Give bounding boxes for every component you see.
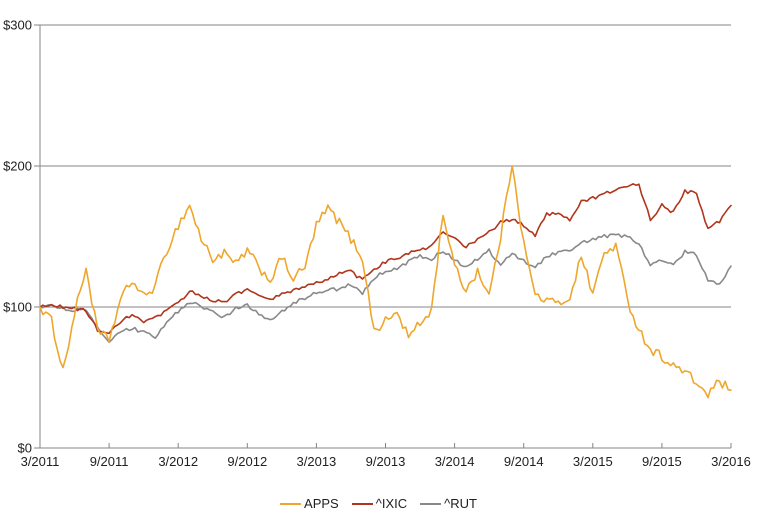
y-tick-label: $300 — [3, 18, 32, 33]
y-tick-label: $200 — [3, 159, 32, 174]
legend-item-rut: ^RUT — [420, 496, 477, 511]
x-tick-label: 3/2011 — [21, 454, 60, 469]
x-tick-label: 9/2012 — [227, 454, 267, 469]
legend-label-rut: ^RUT — [444, 496, 477, 511]
legend-label-ixic: ^IXIC — [375, 496, 408, 511]
x-tick-label: 3/2014 — [435, 454, 475, 469]
y-tick-label: $100 — [3, 300, 32, 315]
x-tick-label: 9/2014 — [504, 454, 544, 469]
series-line-rut — [39, 233, 732, 344]
legend-item-apps: APPS — [280, 496, 339, 511]
x-tick-label: 3/2012 — [158, 454, 198, 469]
chart-legend: APPS ^IXIC ^RUT — [0, 496, 757, 511]
x-tick-label: 3/2016 — [711, 454, 751, 469]
apps-line-swatch — [280, 502, 302, 505]
x-tick-label: 9/2011 — [90, 454, 129, 469]
series-line-ixic — [39, 183, 732, 335]
rut-line-swatch — [420, 502, 442, 505]
legend-item-ixic: ^IXIC — [351, 496, 408, 511]
legend-label-apps: APPS — [304, 496, 339, 511]
series-line-apps — [39, 165, 732, 399]
x-tick-label: 3/2013 — [297, 454, 337, 469]
x-tick-label: 9/2013 — [366, 454, 406, 469]
x-tick-label: 3/2015 — [573, 454, 613, 469]
y-tick-label: $0 — [18, 441, 32, 456]
x-tick-label: 9/2015 — [642, 454, 682, 469]
ixic-line-swatch — [351, 502, 373, 505]
